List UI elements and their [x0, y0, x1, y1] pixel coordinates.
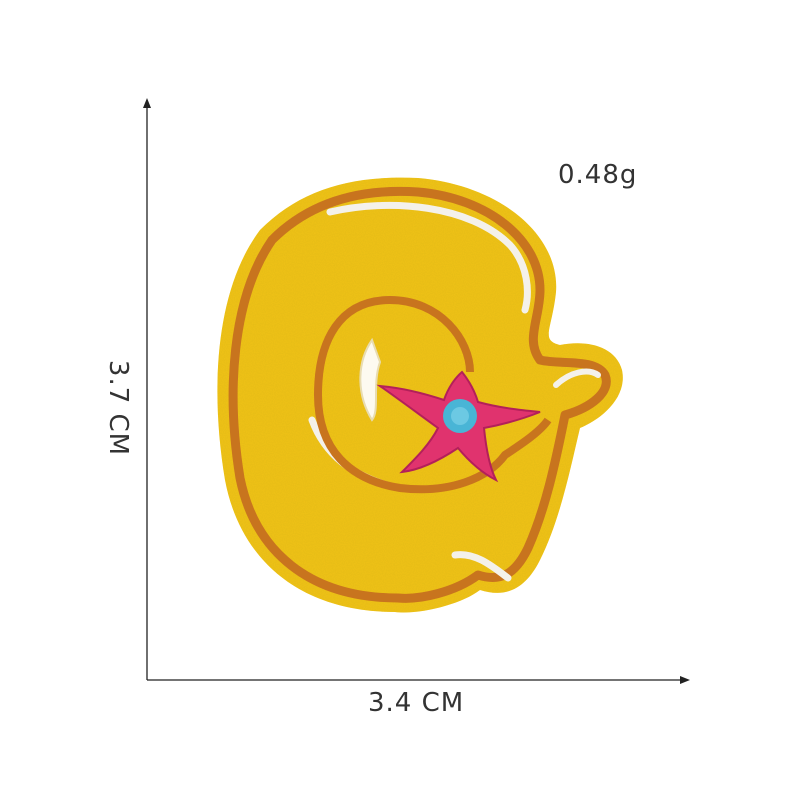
patch-border-inner	[314, 296, 552, 494]
white-stitch-top	[326, 201, 531, 314]
height-label: 3.7 CM	[103, 359, 133, 457]
width-label: 3.4 CM	[368, 688, 465, 718]
weight-label: 0.48g	[558, 160, 638, 190]
star-icon	[376, 370, 541, 483]
height-axis-arrow	[143, 98, 151, 108]
white-stitch-bottom	[451, 551, 512, 582]
patch-hole	[359, 337, 382, 422]
white-stitch-tail	[553, 368, 601, 388]
width-axis-arrow	[680, 676, 690, 684]
